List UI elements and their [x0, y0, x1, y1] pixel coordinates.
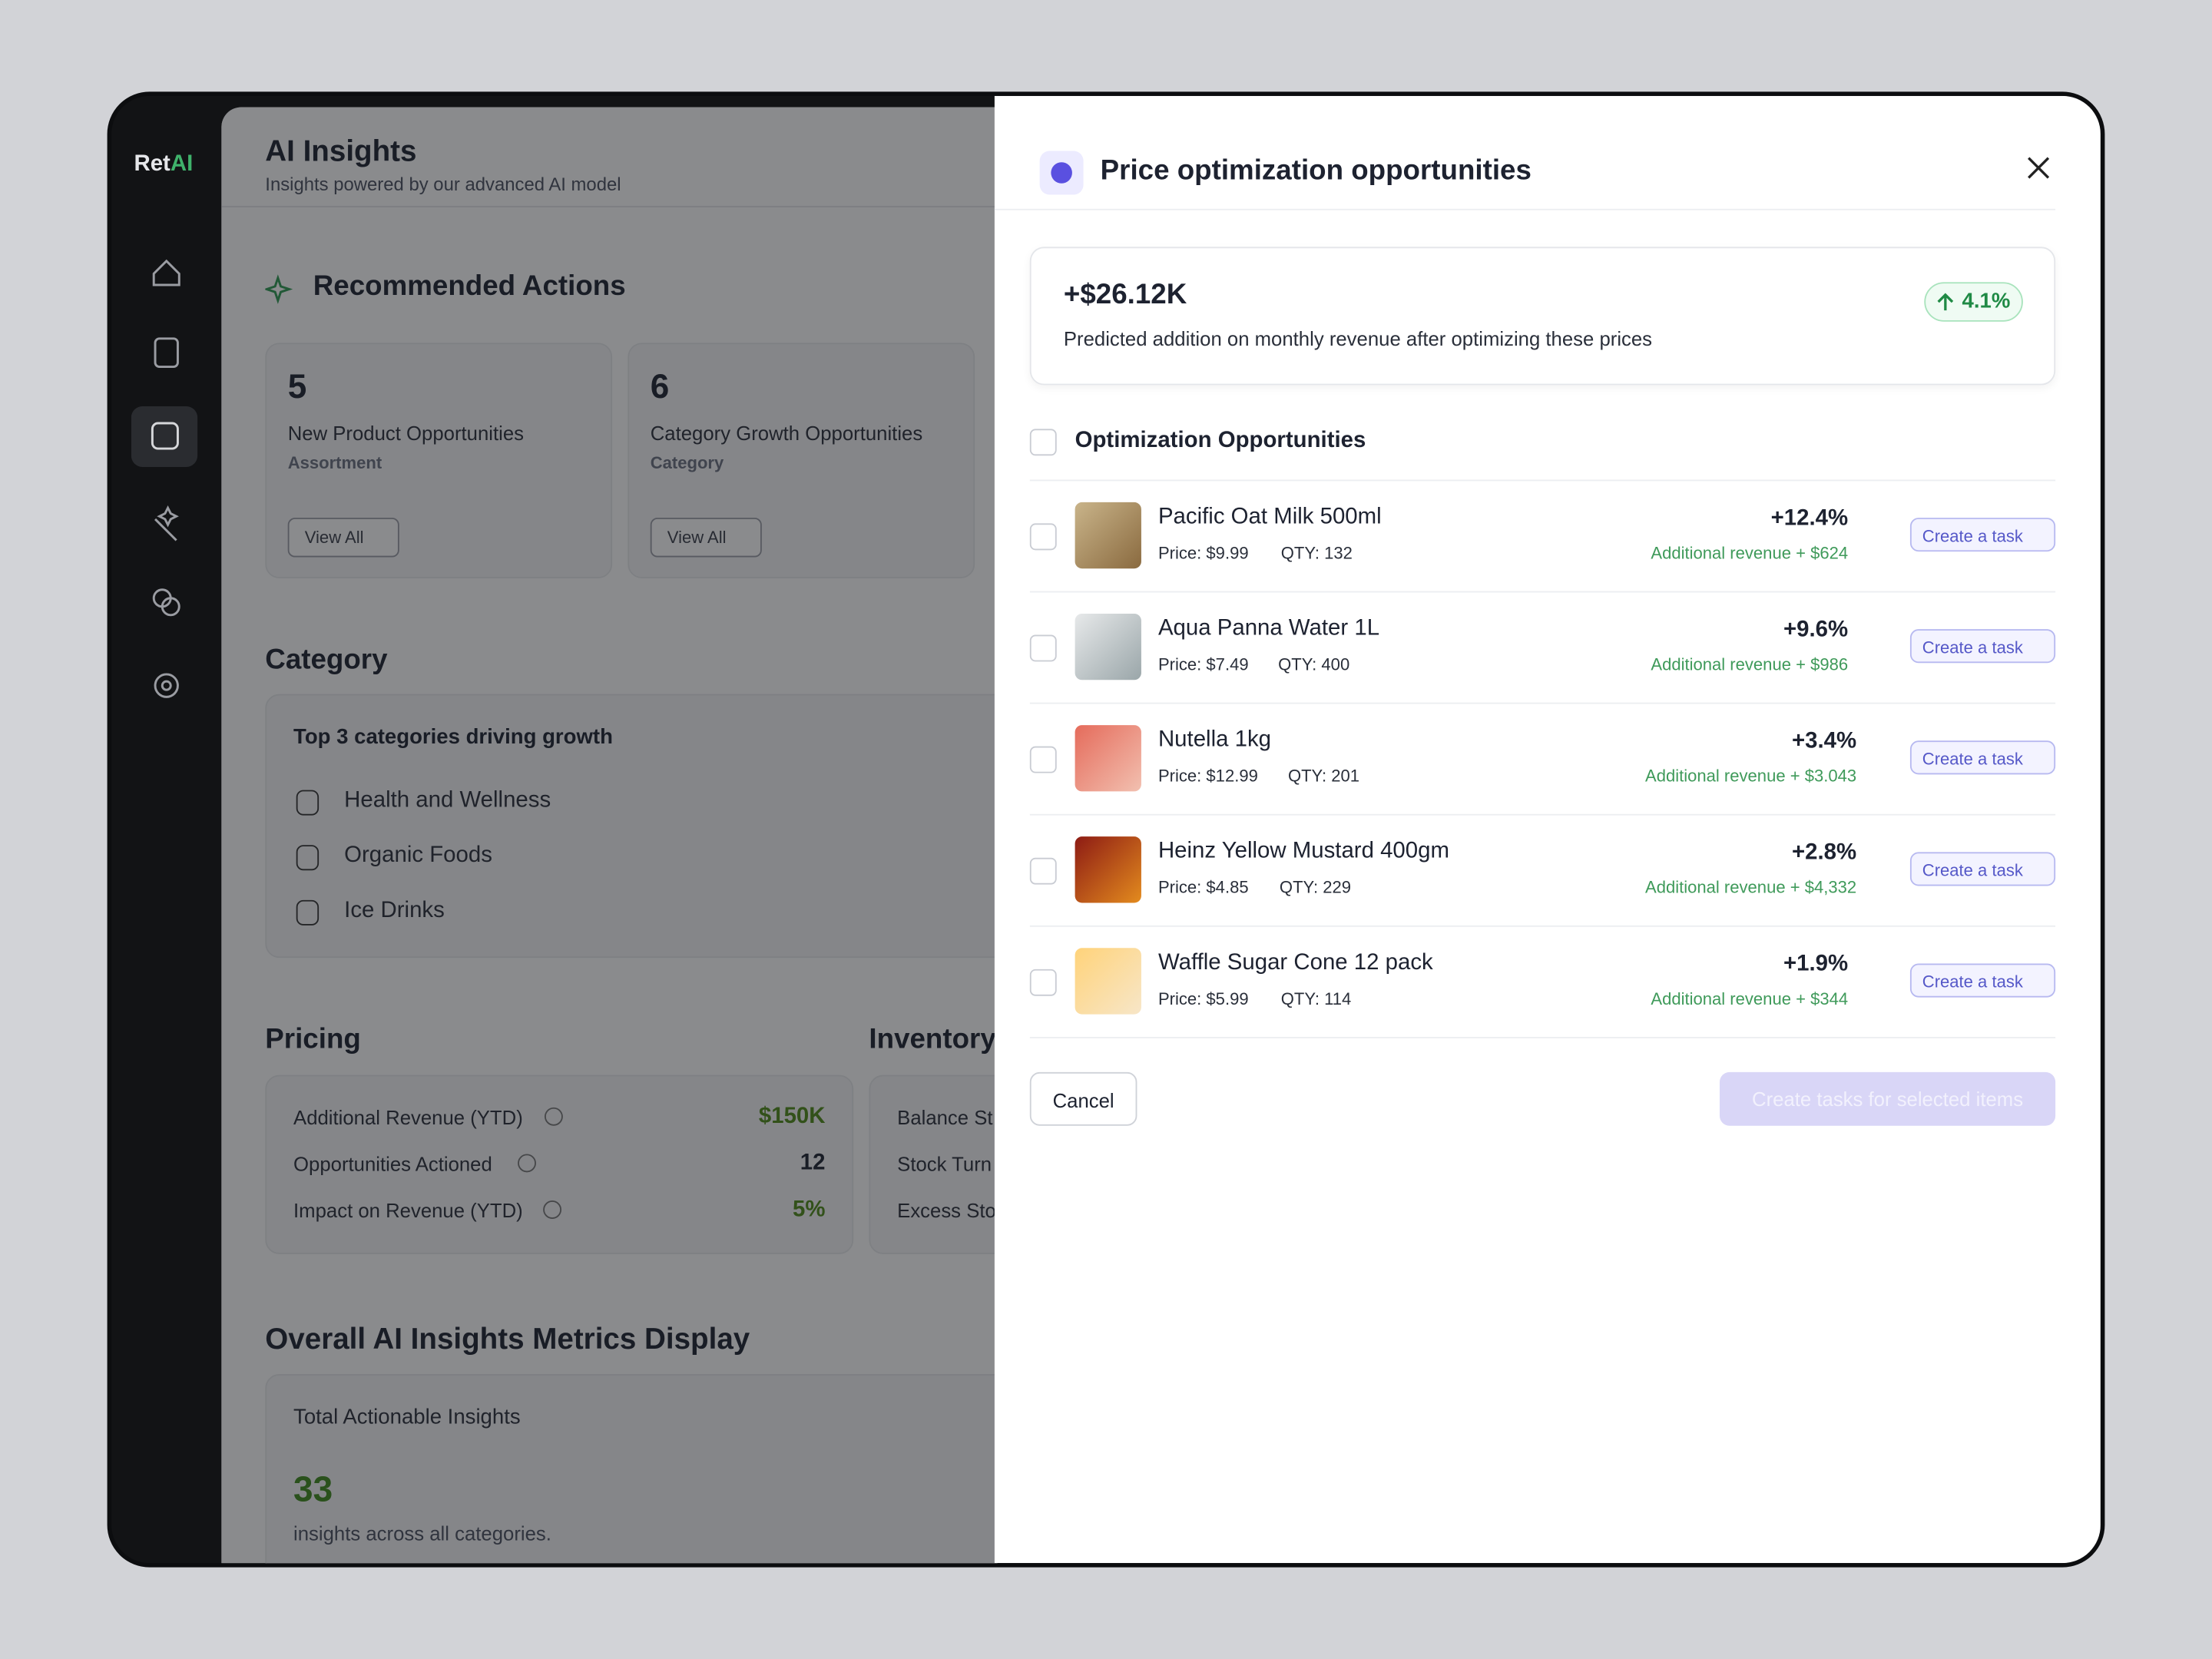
home-icon[interactable]: [152, 259, 180, 286]
growth-badge: 4.1%: [1923, 282, 2023, 322]
select-all-checkbox[interactable]: [1029, 429, 1057, 456]
product-price: Price: $12.99: [1157, 766, 1258, 786]
divider: [994, 208, 2056, 210]
modal-title: Price optimization opportunities: [1100, 155, 1532, 187]
cancel-button[interactable]: Cancel: [1029, 1071, 1137, 1126]
change-value: +3.4%: [1791, 729, 1857, 753]
row-checkbox[interactable]: [1029, 969, 1057, 996]
product-price: Price: $5.99: [1157, 988, 1249, 1009]
create-task-button[interactable]: Create a task: [1909, 740, 2056, 775]
modal: Price optimization opportunities +$26.12…: [994, 95, 2101, 1564]
active-bg: [131, 406, 198, 467]
create-task-button[interactable]: Create a task: [1909, 963, 2056, 998]
opportunity-row: Pacific Oat Milk 500ml Price: $9.99 QTY: 1…: [1029, 481, 2056, 593]
tasks-icon[interactable]: [154, 337, 179, 369]
product-image: [1075, 502, 1141, 569]
product-qty: QTY: 114: [1280, 988, 1352, 1009]
opportunity-row: Waffle Sugar Cone 12 pack Price: $5.99 QTY…: [1029, 927, 2056, 1038]
device-frame: RetAI AI Insights Insights powered by ou…: [107, 91, 2105, 1568]
overlay: [221, 107, 998, 1564]
create-task-button[interactable]: Create a task: [1909, 852, 2056, 886]
opportunity-row: Nutella 1kg Price: $12.99 QTY: 201 +3.4% Add…: [1029, 704, 2056, 816]
product-qty: QTY: 229: [1279, 877, 1352, 898]
sidebar-icons: [131, 259, 198, 698]
close-button[interactable]: [2025, 154, 2053, 182]
product-image: [1075, 948, 1141, 1015]
product-price: Price: $7.49: [1157, 654, 1249, 674]
change-value: +2.8%: [1791, 840, 1857, 865]
product-price: Price: $4.85: [1157, 877, 1249, 898]
change-value: +12.4%: [1770, 506, 1849, 531]
create-task-button[interactable]: Create a task: [1909, 518, 2056, 552]
opportunity-row: Aqua Panna Water 1L Price: $7.49 QTY: 400 +…: [1029, 592, 2056, 704]
product-qty: QTY: 400: [1278, 654, 1350, 674]
row-checkbox[interactable]: [1029, 523, 1057, 551]
product-qty: QTY: 201: [1287, 766, 1360, 786]
settings-icon[interactable]: [154, 673, 179, 698]
row-checkbox[interactable]: [1029, 857, 1057, 885]
additional-revenue: Additional revenue + $344: [1651, 988, 1849, 1009]
product-name: Nutella 1kg: [1157, 727, 1271, 752]
row-checkbox[interactable]: [1029, 634, 1057, 662]
product-qty: QTY: 132: [1280, 543, 1353, 563]
logo: RetAI: [134, 152, 193, 177]
change-value: +1.9%: [1783, 952, 1849, 977]
magic-icon[interactable]: [154, 505, 179, 541]
additional-revenue: Additional revenue + $986: [1651, 654, 1849, 674]
product-price: Price: $9.99: [1157, 543, 1249, 563]
additional-revenue: Additional revenue + $3.043: [1645, 766, 1857, 786]
change-value: +9.6%: [1783, 618, 1849, 642]
product-name: Pacific Oat Milk 500ml: [1157, 505, 1382, 529]
modal-icon: [1039, 151, 1084, 195]
opportunity-row: Heinz Yellow Mustard 400gm Price: $4.85 QT…: [1029, 816, 2056, 927]
product-name: Aqua Panna Water 1L: [1157, 616, 1380, 641]
logo-accent: AI: [170, 152, 194, 177]
badge-text: 4.1%: [1962, 289, 2011, 313]
divider: [1029, 479, 2056, 482]
submit-button[interactable]: Create tasks for selected items: [1719, 1071, 2056, 1126]
product-image: [1075, 613, 1141, 680]
summary-caption: Predicted addition on monthly revenue af…: [1063, 327, 1653, 350]
product-name: Waffle Sugar Cone 12 pack: [1157, 950, 1433, 975]
logo-text: Ret: [134, 152, 171, 177]
additional-revenue: Additional revenue + $624: [1651, 543, 1849, 563]
product-image: [1075, 725, 1141, 792]
product-name: Heinz Yellow Mustard 400gm: [1157, 839, 1449, 864]
list-title: Optimization Opportunities: [1075, 429, 1366, 453]
summary-value: +$26.12K: [1063, 279, 1187, 311]
row-checkbox[interactable]: [1029, 746, 1057, 773]
main-content: AI Insights Insights powered by our adva…: [221, 107, 998, 1564]
insights-icon[interactable]: [151, 422, 179, 450]
summary-card: +$26.12K Predicted addition on monthly r…: [1029, 247, 2056, 386]
create-task-button[interactable]: Create a task: [1909, 629, 2056, 664]
additional-revenue: Additional revenue + $4,332: [1645, 877, 1857, 898]
product-image: [1075, 836, 1141, 903]
